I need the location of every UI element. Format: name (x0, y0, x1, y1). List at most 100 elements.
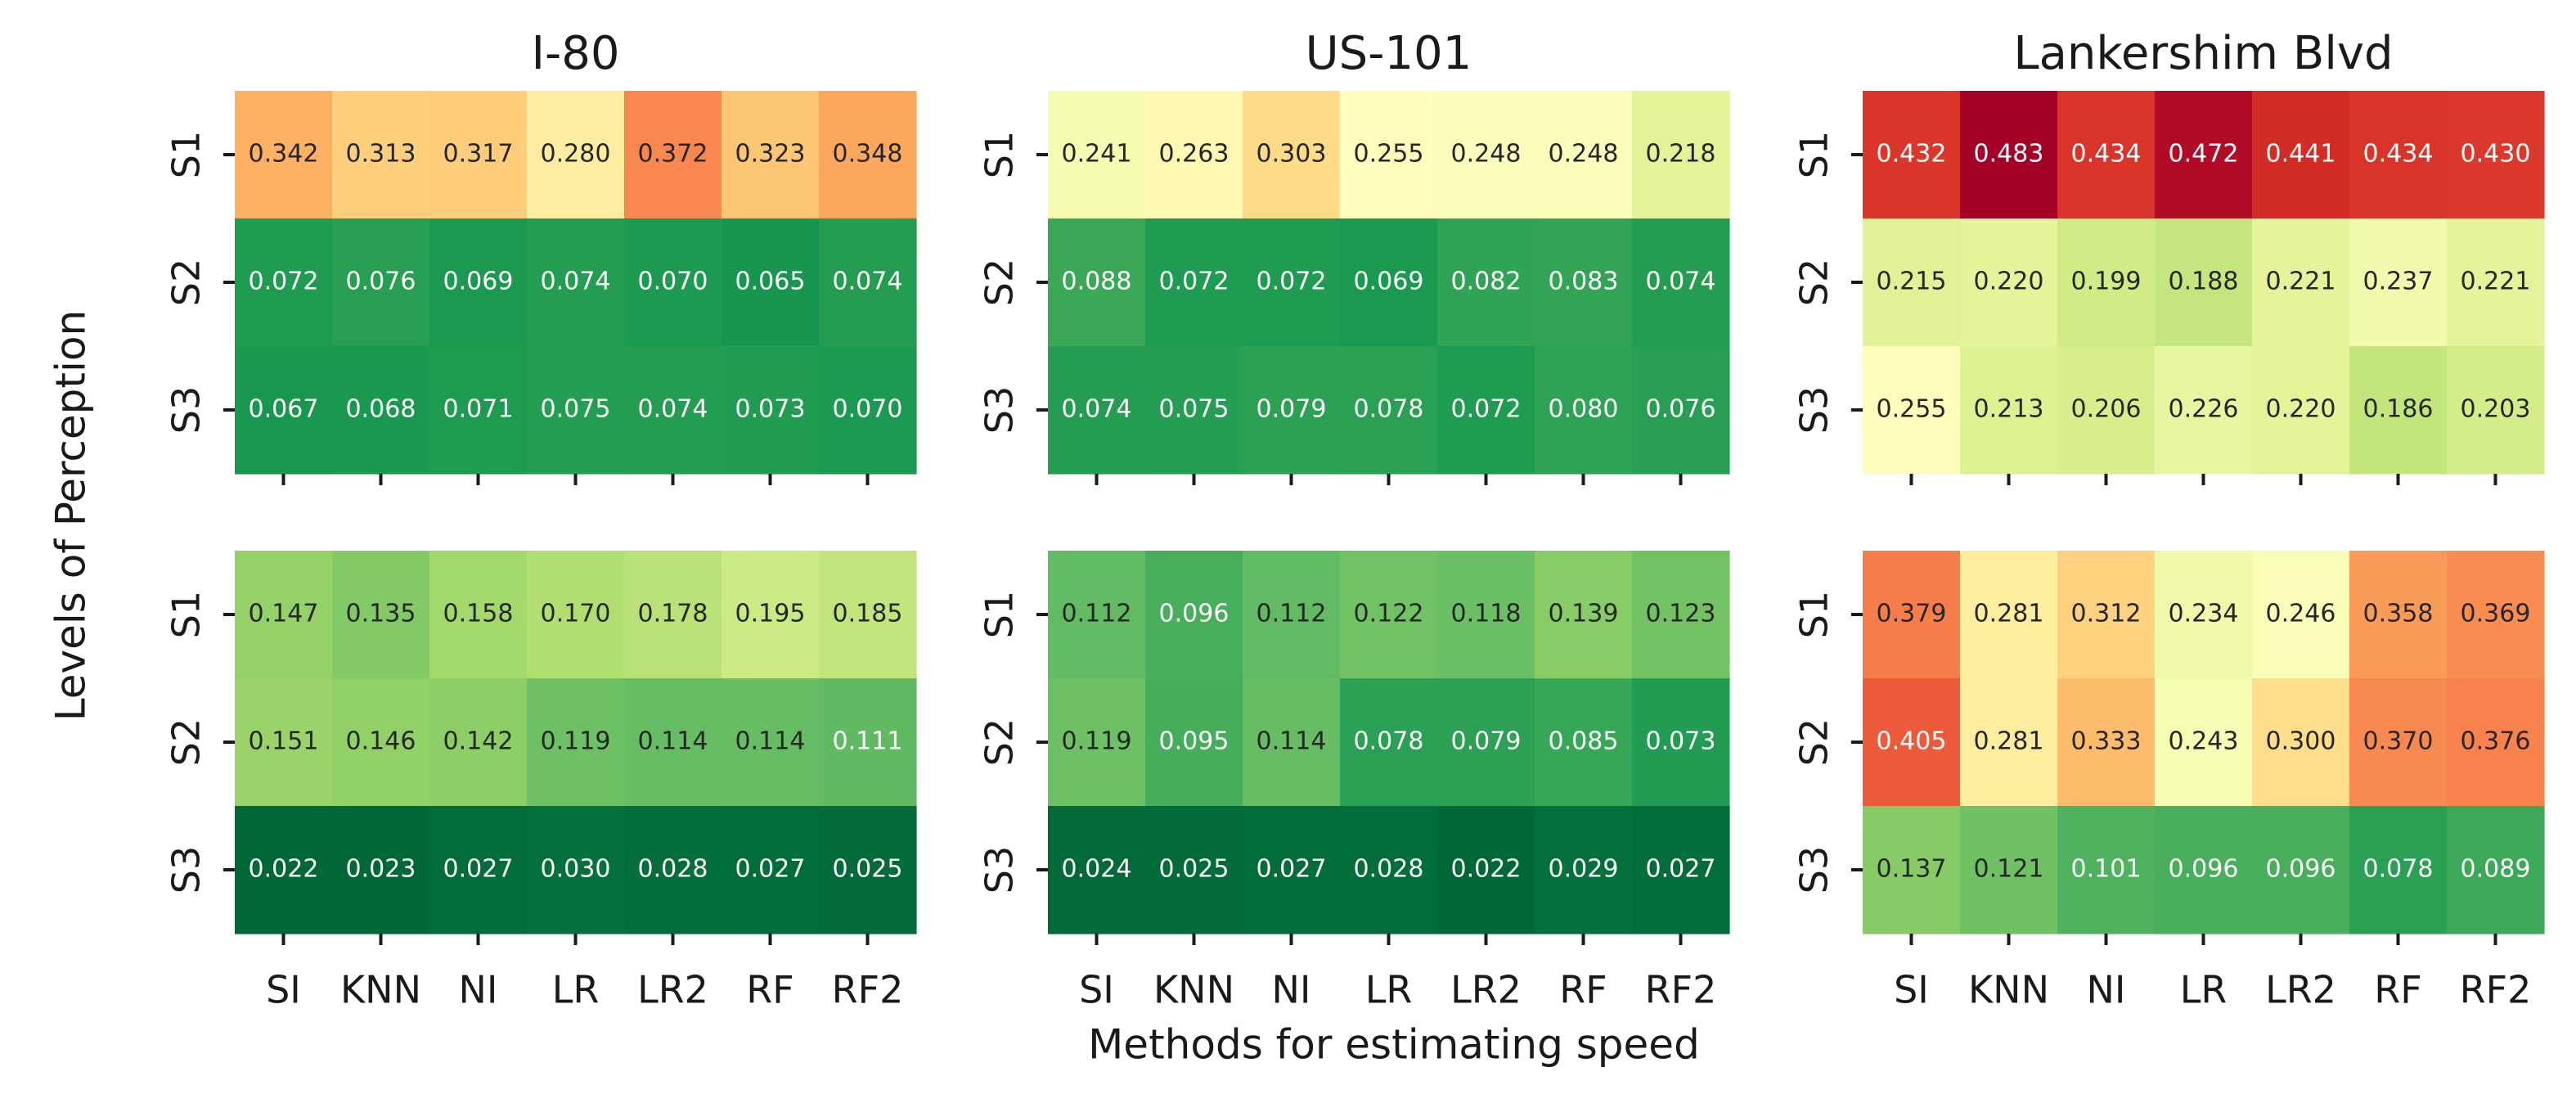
y-tick-label: S2 (978, 259, 1022, 306)
y-tick-label: S3 (978, 846, 1022, 894)
heatmap-cell (1437, 218, 1535, 347)
heatmap-cell (1340, 346, 1438, 475)
cell-value-label: 0.028 (638, 855, 708, 884)
heatmap-cell (332, 346, 430, 475)
cell-value-label: 0.078 (1354, 395, 1424, 424)
heatmap-cell (2447, 678, 2545, 807)
heatmap-cell (1243, 218, 1341, 347)
heatmap-cell (1863, 91, 1961, 219)
heatmap-cell (2155, 218, 2253, 347)
heatmap-cell (819, 218, 917, 347)
cell-value-label: 0.376 (2461, 727, 2531, 756)
y-tick-label: S1 (164, 131, 209, 178)
cell-value-label: 0.023 (346, 855, 416, 884)
cell-value-label: 0.199 (2071, 268, 2142, 296)
heatmap-cell (1145, 91, 1243, 219)
cell-value-label: 0.079 (1451, 727, 1522, 756)
cell-value-label: 0.121 (1974, 855, 2044, 884)
y-tick-label: S2 (978, 718, 1022, 766)
heatmap-cell (2349, 91, 2448, 219)
heatmap-cell (1863, 218, 1961, 347)
cell-value-label: 0.022 (249, 855, 319, 884)
heatmap-cell (2155, 91, 2253, 219)
cell-value-label: 0.029 (1549, 855, 1619, 884)
heatmap-cell (332, 218, 430, 347)
heatmap-cell (1145, 551, 1243, 679)
heatmap-cell (1340, 678, 1438, 807)
heatmap-cell (1048, 346, 1146, 475)
heatmap-cell (2252, 218, 2350, 347)
cell-value-label: 0.158 (443, 600, 514, 628)
heatmap-cell (2155, 346, 2253, 475)
heatmap-cell (1632, 91, 1730, 219)
cell-value-label: 0.342 (249, 140, 319, 169)
cell-value-label: 0.028 (1354, 855, 1424, 884)
heatmap-cell (1632, 806, 1730, 934)
cell-value-label: 0.072 (1257, 268, 1327, 296)
cell-value-label: 0.096 (2169, 855, 2239, 884)
heatmap-cell (1243, 346, 1341, 475)
cell-value-label: 0.027 (1257, 855, 1327, 884)
cell-value-label: 0.024 (1062, 855, 1132, 884)
cell-value-label: 0.070 (833, 395, 903, 424)
heatmap-cell (1632, 678, 1730, 807)
cell-value-label: 0.263 (1159, 140, 1230, 169)
cell-value-label: 0.079 (1257, 395, 1327, 424)
cell-value-label: 0.069 (1354, 268, 1424, 296)
heatmap-cell (624, 218, 722, 347)
cell-value-label: 0.220 (1974, 268, 2044, 296)
cell-value-label: 0.095 (1159, 727, 1230, 756)
heatmap-cell (1340, 806, 1438, 934)
heatmap-cell (2447, 218, 2545, 347)
heatmap-cell (429, 346, 528, 475)
cell-value-label: 0.114 (735, 727, 806, 756)
cell-value-label: 0.118 (1451, 600, 1522, 628)
cell-value-label: 0.483 (1974, 140, 2044, 169)
x-tick-label: LR2 (637, 968, 708, 1012)
heatmap-cell (819, 91, 917, 219)
heatmap-cell (235, 678, 333, 807)
x-tick-label: LR2 (2265, 968, 2336, 1012)
cell-value-label: 0.218 (1646, 140, 1716, 169)
heatmap-cell (1960, 91, 2058, 219)
cell-value-label: 0.022 (1451, 855, 1522, 884)
cell-value-label: 0.088 (1062, 268, 1132, 296)
heatmap-cell (1632, 218, 1730, 347)
heatmap-cell (235, 806, 333, 934)
cell-value-label: 0.472 (2169, 140, 2239, 169)
cell-value-label: 0.186 (2363, 395, 2434, 424)
heatmap-cell (1243, 91, 1341, 219)
x-tick-label: RF2 (2460, 968, 2532, 1012)
heatmap-cell (624, 806, 722, 934)
cell-value-label: 0.076 (1646, 395, 1716, 424)
cell-value-label: 0.067 (249, 395, 319, 424)
cell-value-label: 0.255 (1354, 140, 1424, 169)
x-tick-label: LR (1365, 968, 1413, 1012)
cell-value-label: 0.234 (2169, 600, 2239, 628)
cell-value-label: 0.074 (1646, 268, 1716, 296)
cell-value-label: 0.068 (346, 395, 416, 424)
x-tick-label: LR (2180, 968, 2228, 1012)
cell-value-label: 0.076 (346, 268, 416, 296)
heatmap-cell (429, 218, 528, 347)
cell-value-label: 0.027 (735, 855, 806, 884)
heatmap-cell (1048, 91, 1146, 219)
heatmap-cell (1145, 678, 1243, 807)
y-tick-label: S1 (978, 131, 1022, 178)
cell-value-label: 0.221 (2266, 268, 2336, 296)
heatmap-cell (2252, 346, 2350, 475)
cell-value-label: 0.139 (1549, 600, 1619, 628)
y-tick-label: S3 (1792, 846, 1836, 894)
heatmap-cell (1340, 91, 1438, 219)
x-tick-label: NI (2087, 968, 2126, 1012)
y-tick-label: S3 (164, 386, 209, 434)
heatmap-cell (722, 551, 820, 679)
heatmap-cell (722, 91, 820, 219)
cell-value-label: 0.101 (2071, 855, 2142, 884)
cell-value-label: 0.226 (2169, 395, 2239, 424)
x-tick-label: KNN (1153, 968, 1234, 1012)
cell-value-label: 0.348 (833, 140, 903, 169)
heatmap-cell (429, 551, 528, 679)
heatmap-cell (1863, 551, 1961, 679)
heatmap-cell (1145, 806, 1243, 934)
